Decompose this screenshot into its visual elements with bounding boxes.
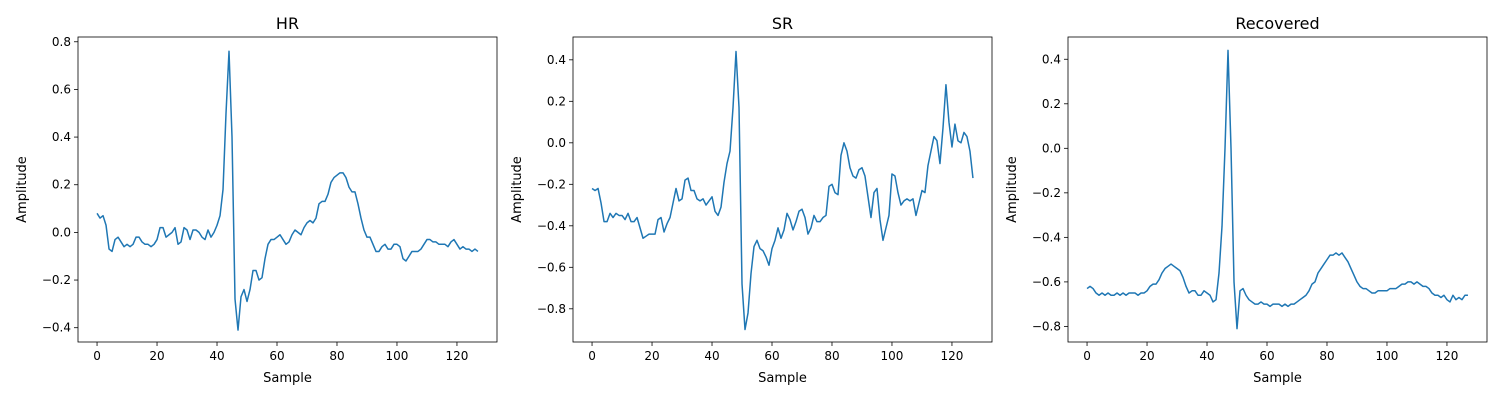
x-tick-label: 40 <box>209 349 224 363</box>
y-tick-label: 0.0 <box>1042 141 1061 155</box>
axes-frame <box>77 36 498 343</box>
y-tick-label: −0.8 <box>1032 319 1061 333</box>
x-tick-label: 60 <box>269 349 284 363</box>
y-axis-label: Amplitude <box>510 156 525 223</box>
y-tick-label: −0.4 <box>42 321 71 335</box>
x-tick-label: 80 <box>1319 349 1334 363</box>
x-tick-label: 80 <box>824 349 839 363</box>
y-axis-label: Amplitude <box>1005 156 1020 223</box>
y-tick-label: −0.2 <box>1032 186 1061 200</box>
chart-title: HR <box>276 14 299 33</box>
x-tick-label: 120 <box>941 349 964 363</box>
x-tick-label: 100 <box>386 349 409 363</box>
series-line <box>96 50 479 331</box>
y-tick-label: −0.6 <box>537 260 566 274</box>
y-tick-label: 0.6 <box>52 82 71 96</box>
y-tick-label: 0.4 <box>547 53 566 67</box>
subplot-3: 0 20 40 60 80 100 120 −0.8 −0.6 −0.4 −0.2 0.0 0.2 0.4… <box>1005 14 1488 386</box>
x-axis-label: Sample <box>758 371 807 386</box>
y-tick-label: −0.2 <box>537 177 566 191</box>
y-tick-label: −0.2 <box>42 273 71 287</box>
x-tick-label: 120 <box>446 349 469 363</box>
chart-title: SR <box>772 14 793 33</box>
x-tick-label: 0 <box>93 349 101 363</box>
y-tick-label: −0.6 <box>1032 275 1061 289</box>
x-tick-label: 60 <box>1259 349 1274 363</box>
subplot-2: 0 20 40 60 80 100 120 −0.8 −0.6 −0.4 −0.2 0.0 0.2 0.4… <box>510 14 993 386</box>
x-tick-label: 100 <box>881 349 904 363</box>
subplot-1: 0 20 40 60 80 100 120 −0.4 −0.2 0.0 0.2 0.4 0.6 0.8 HR… <box>15 14 498 386</box>
x-axis-label: Sample <box>1253 371 1302 386</box>
x-tick-label: 40 <box>1199 349 1214 363</box>
y-tick-label: 0.4 <box>1042 52 1061 66</box>
series-line <box>591 50 974 331</box>
x-tick-label: 0 <box>588 349 596 363</box>
x-tick-label: 20 <box>644 349 659 363</box>
y-tick-label: 0.2 <box>52 178 71 192</box>
x-tick-label: 20 <box>149 349 164 363</box>
y-tick-label: 0.8 <box>52 35 71 49</box>
x-tick-label: 40 <box>704 349 719 363</box>
x-tick-label: 100 <box>1376 349 1399 363</box>
y-tick-label: −0.4 <box>1032 230 1061 244</box>
y-tick-label: 0.2 <box>1042 97 1061 111</box>
x-tick-label: 20 <box>1139 349 1154 363</box>
y-tick-label: −0.4 <box>537 219 566 233</box>
y-tick-label: 0.2 <box>547 94 566 108</box>
y-tick-label: 0.0 <box>52 225 71 239</box>
y-axis-label: Amplitude <box>15 156 30 223</box>
chart-title: Recovered <box>1235 14 1319 33</box>
y-tick-label: −0.8 <box>537 302 566 316</box>
y-tick-label: 0.0 <box>547 136 566 150</box>
series-line <box>1086 49 1468 330</box>
x-axis-label: Sample <box>263 371 312 386</box>
axes-frame <box>572 36 993 343</box>
x-tick-label: 0 <box>1083 349 1091 363</box>
y-tick-label: 0.4 <box>52 130 71 144</box>
x-tick-label: 120 <box>1436 349 1459 363</box>
x-tick-label: 80 <box>329 349 344 363</box>
axes-frame <box>1067 36 1488 343</box>
x-tick-label: 60 <box>764 349 779 363</box>
